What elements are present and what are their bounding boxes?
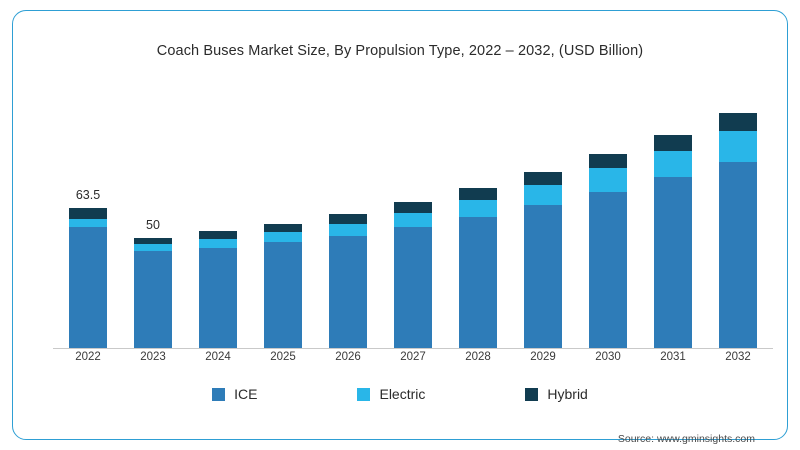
bar-value-label: 50 bbox=[146, 217, 160, 232]
bar-value-label: 63.5 bbox=[75, 188, 101, 203]
bar-stack[interactable] bbox=[719, 113, 757, 348]
bar-segment-hybrid[interactable] bbox=[394, 201, 432, 213]
legend-swatch-icon bbox=[357, 387, 371, 401]
x-axis-tick-label: 2031 bbox=[660, 351, 686, 363]
legend-label: ICE bbox=[234, 386, 258, 402]
bar-column[interactable]: 63.5 bbox=[67, 89, 109, 348]
bar-segment-hybrid[interactable] bbox=[199, 231, 237, 239]
bar-column[interactable] bbox=[522, 89, 564, 348]
bar-segment-hybrid[interactable] bbox=[654, 135, 692, 151]
bar-stack[interactable] bbox=[264, 223, 302, 348]
x-axis-tick-label: 2030 bbox=[595, 351, 621, 363]
bar-stack[interactable] bbox=[524, 171, 562, 348]
legend-item-electric[interactable]: Electric bbox=[357, 386, 425, 402]
bar-column[interactable] bbox=[392, 89, 434, 348]
x-axis-tick-label: 2023 bbox=[140, 351, 166, 363]
bar-segment-electric[interactable] bbox=[719, 130, 757, 162]
bar-segment-ice[interactable] bbox=[654, 177, 692, 348]
bar-segment-hybrid[interactable] bbox=[459, 188, 497, 201]
x-axis-line bbox=[53, 348, 773, 349]
bar-segment-ice[interactable] bbox=[589, 191, 627, 348]
bar-stack[interactable] bbox=[69, 208, 107, 348]
bar-segment-electric[interactable] bbox=[329, 223, 367, 236]
plot-area: 63.5 50 bbox=[53, 89, 773, 349]
legend-swatch-icon bbox=[525, 387, 539, 401]
x-axis-tick-label: 2026 bbox=[335, 351, 361, 363]
bar-segment-electric[interactable] bbox=[654, 150, 692, 178]
bar-segment-ice[interactable] bbox=[69, 226, 107, 348]
chart-legend: ICE Electric Hybrid bbox=[13, 386, 787, 402]
bar-segment-hybrid[interactable] bbox=[524, 171, 562, 185]
source-note: Source: www.gminsights.com bbox=[617, 433, 755, 445]
x-axis-labels: 2022 2023 2024 2025 2026 2027 2028 2029 2030 2031… bbox=[53, 351, 773, 363]
x-axis-tick-label: 2028 bbox=[465, 351, 491, 363]
x-axis-tick-label: 2027 bbox=[400, 351, 426, 363]
bar-segment-ice[interactable] bbox=[719, 161, 757, 348]
legend-label: Hybrid bbox=[547, 386, 588, 402]
bar-column[interactable] bbox=[262, 89, 304, 348]
bar-segment-hybrid[interactable] bbox=[69, 208, 107, 220]
legend-item-ice[interactable]: ICE bbox=[212, 386, 257, 402]
bar-column[interactable] bbox=[587, 89, 629, 348]
bar-segment-ice[interactable] bbox=[524, 204, 562, 348]
x-axis-tick-label: 2029 bbox=[530, 351, 556, 363]
bar-segment-hybrid[interactable] bbox=[134, 237, 172, 245]
bar-column[interactable] bbox=[717, 89, 759, 348]
bar-segment-hybrid[interactable] bbox=[329, 213, 367, 224]
bar-segment-electric[interactable] bbox=[394, 212, 432, 227]
legend-swatch-icon bbox=[212, 387, 226, 401]
bar-segment-electric[interactable] bbox=[524, 184, 562, 205]
bar-segment-hybrid[interactable] bbox=[719, 113, 757, 131]
bar-segment-hybrid[interactable] bbox=[264, 223, 302, 233]
bar-segment-ice[interactable] bbox=[394, 226, 432, 348]
bar-stack[interactable] bbox=[199, 231, 237, 348]
bar-column[interactable]: 50 bbox=[132, 89, 174, 348]
bar-column[interactable] bbox=[652, 89, 694, 348]
legend-label: Electric bbox=[379, 386, 426, 402]
bar-segment-electric[interactable] bbox=[134, 244, 172, 252]
bar-stack[interactable] bbox=[394, 201, 432, 348]
bar-stack[interactable] bbox=[134, 237, 172, 348]
chart-title: Coach Buses Market Size, By Propulsion T… bbox=[156, 43, 644, 59]
bar-group: 63.5 50 bbox=[53, 89, 773, 348]
bar-stack[interactable] bbox=[329, 213, 367, 348]
bar-segment-electric[interactable] bbox=[264, 232, 302, 243]
bar-column[interactable] bbox=[457, 89, 499, 348]
bar-stack[interactable] bbox=[589, 154, 627, 348]
bar-segment-ice[interactable] bbox=[199, 247, 237, 348]
bar-column[interactable] bbox=[197, 89, 239, 348]
bar-segment-electric[interactable] bbox=[459, 200, 497, 217]
bar-segment-electric[interactable] bbox=[69, 219, 107, 227]
x-axis-tick-label: 2024 bbox=[205, 351, 231, 363]
x-axis-tick-label: 2032 bbox=[725, 351, 751, 363]
bar-segment-ice[interactable] bbox=[329, 235, 367, 348]
bar-stack[interactable] bbox=[654, 135, 692, 348]
bar-column[interactable] bbox=[327, 89, 369, 348]
x-axis-tick-label: 2025 bbox=[270, 351, 296, 363]
bar-segment-electric[interactable] bbox=[199, 238, 237, 248]
legend-item-hybrid[interactable]: Hybrid bbox=[525, 386, 588, 402]
bar-segment-electric[interactable] bbox=[589, 168, 627, 192]
x-axis-tick-label: 2022 bbox=[75, 351, 101, 363]
bar-segment-ice[interactable] bbox=[264, 242, 302, 348]
bar-segment-ice[interactable] bbox=[134, 251, 172, 348]
bar-segment-hybrid[interactable] bbox=[589, 154, 627, 169]
bar-stack[interactable] bbox=[459, 188, 497, 348]
chart-card: Coach Buses Market Size, By Propulsion T… bbox=[12, 10, 788, 445]
bar-segment-ice[interactable] bbox=[459, 216, 497, 348]
